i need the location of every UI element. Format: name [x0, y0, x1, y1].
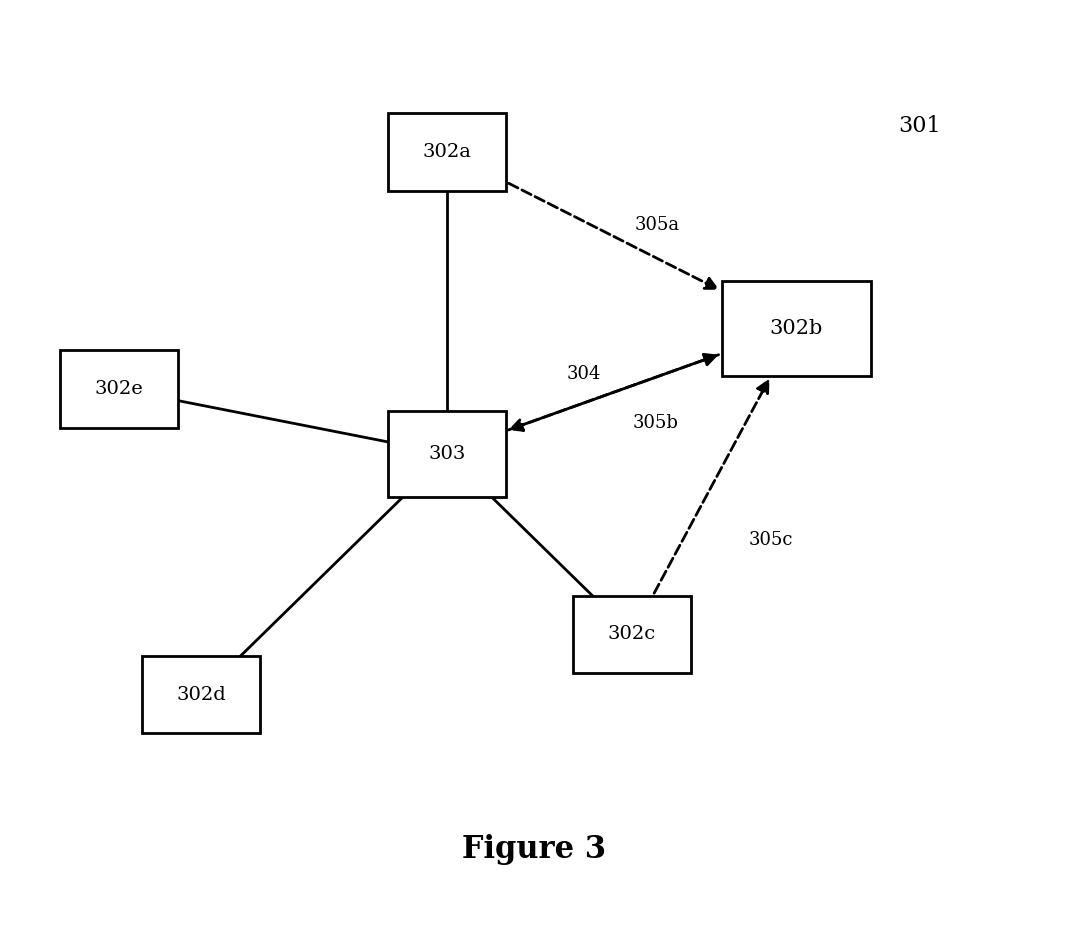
- Text: 302b: 302b: [770, 319, 823, 338]
- Text: 305b: 305b: [633, 415, 679, 432]
- Text: Figure 3: Figure 3: [463, 834, 606, 865]
- Text: 302a: 302a: [423, 143, 471, 161]
- Text: 302e: 302e: [94, 380, 143, 398]
- FancyBboxPatch shape: [142, 656, 260, 734]
- FancyBboxPatch shape: [722, 282, 870, 376]
- Text: 305c: 305c: [748, 531, 793, 548]
- Text: 302d: 302d: [176, 686, 226, 704]
- Text: 303: 303: [429, 445, 466, 462]
- FancyBboxPatch shape: [388, 113, 507, 191]
- Text: 301: 301: [898, 115, 941, 138]
- Text: 305a: 305a: [635, 216, 680, 234]
- FancyBboxPatch shape: [60, 350, 177, 428]
- FancyBboxPatch shape: [573, 595, 691, 673]
- FancyBboxPatch shape: [388, 411, 507, 497]
- Text: 302c: 302c: [608, 625, 656, 643]
- Text: 304: 304: [567, 364, 601, 383]
